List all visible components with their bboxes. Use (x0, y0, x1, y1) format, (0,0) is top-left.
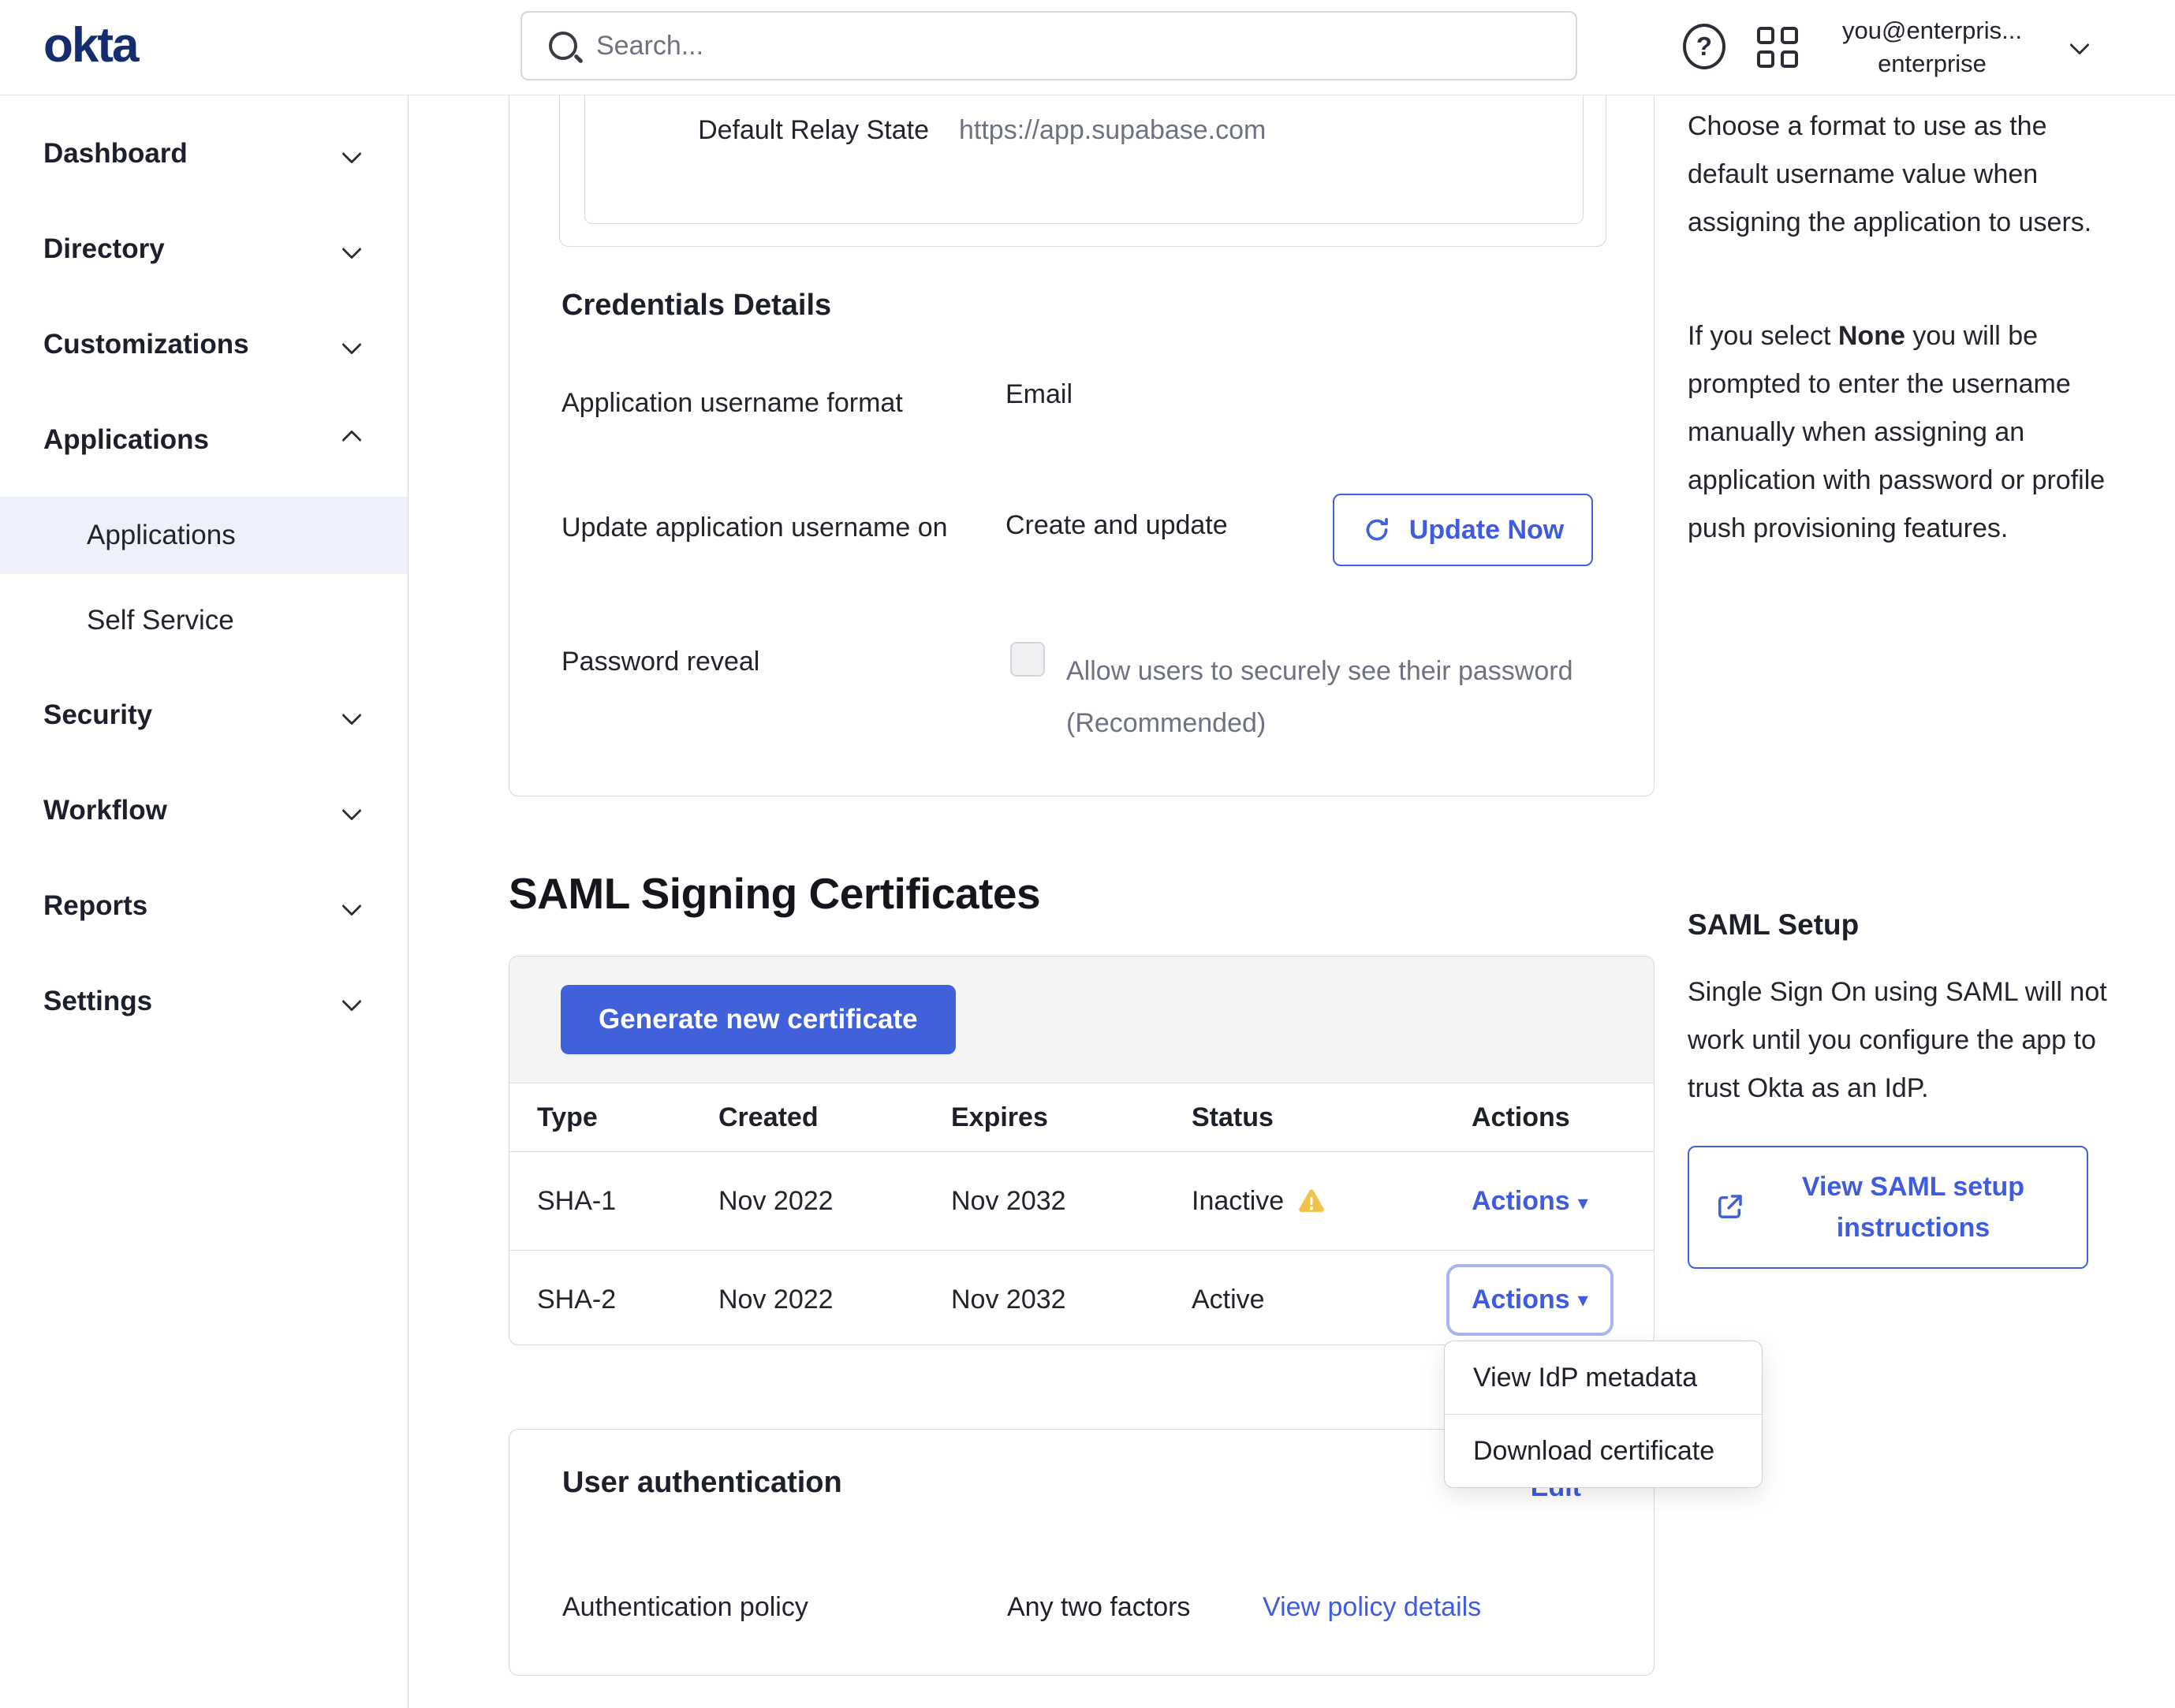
chevron-down-icon (341, 143, 362, 164)
certificates-card-header: Generate new certificate (509, 957, 1654, 1083)
table-row: SHA-2 Nov 2022 Nov 2032 Active Actions ▾ (509, 1251, 1654, 1348)
update-username-label: Update application username on (561, 513, 948, 543)
search-input[interactable] (595, 29, 1465, 62)
update-now-button[interactable]: Update Now (1333, 494, 1593, 566)
sidebar-nav: Dashboard Directory Customizations Appli… (0, 95, 409, 1708)
status-badge: Inactive (1192, 1186, 1472, 1217)
sidebar-item-workflow[interactable]: Workflow (0, 763, 408, 858)
account-menu[interactable]: you@enterpris... enterprise (1822, 14, 2043, 80)
chevron-down-icon (341, 895, 362, 916)
relay-state-label: Default Relay State (698, 115, 929, 145)
saml-setup-body: Single Sign On using SAML will not work … (1688, 977, 2107, 1103)
external-link-icon (1718, 1195, 1742, 1218)
view-policy-details-link[interactable]: View policy details (1263, 1592, 1482, 1622)
actions-dropdown-menu: View IdP metadata Download certificate (1444, 1341, 1763, 1488)
caret-down-icon: ▾ (1577, 1190, 1588, 1214)
certificates-table-header: Type Created Expires Status Actions (509, 1083, 1654, 1152)
sidebar-item-settings[interactable]: Settings (0, 953, 408, 1049)
table-row: SHA-1 Nov 2022 Nov 2032 Inactive Actions… (509, 1152, 1654, 1251)
chevron-down-icon (341, 238, 362, 259)
password-reveal-checkbox-label: Allow users to securely see their passwo… (1066, 656, 1573, 738)
chevron-up-icon (341, 429, 362, 450)
username-format-help-text: Choose a format to use as the default us… (1688, 111, 2092, 237)
sidebar-item-applications[interactable]: Applications (0, 392, 408, 487)
apps-grid-icon[interactable] (1757, 27, 1798, 68)
actions-dropdown-trigger[interactable]: Actions ▾ (1472, 1185, 1588, 1216)
account-org: enterprise (1878, 50, 1987, 77)
saml-certificates-card: Generate new certificate Type Created Ex… (509, 956, 1655, 1345)
default-relay-state-row: Default Relay State https://app.supabase… (584, 115, 1584, 146)
top-bar: okta ? you@enterpris... enterprise (0, 0, 2175, 95)
col-type: Type (537, 1102, 598, 1132)
user-authentication-title: User authentication (562, 1466, 842, 1499)
view-saml-instructions-button[interactable]: View SAML setup instructions (1688, 1146, 2088, 1269)
username-format-label: Application username format (561, 388, 903, 418)
cert-expires: Nov 2032 (951, 1284, 1066, 1315)
sidebar-subitem-self-service[interactable]: Self Service (87, 605, 234, 636)
page-title: SAML Signing Certificates (509, 868, 1041, 918)
cert-created: Nov 2022 (718, 1284, 834, 1315)
cert-type: SHA-2 (537, 1284, 617, 1315)
sidebar-item-customizations[interactable]: Customizations (0, 296, 408, 392)
sidebar-item-reports[interactable]: Reports (0, 858, 408, 953)
menu-item-view-idp-metadata[interactable]: View IdP metadata (1445, 1341, 1762, 1415)
chevron-down-icon (341, 990, 362, 1012)
policy-label: Authentication policy (562, 1592, 808, 1622)
help-icon[interactable]: ? (1683, 24, 1725, 69)
password-reveal-label: Password reveal (561, 647, 760, 677)
cert-created: Nov 2022 (718, 1185, 834, 1216)
search-icon (549, 32, 577, 60)
username-none-help-text: If you select None you will be prompted … (1688, 321, 2106, 543)
chevron-down-icon (341, 800, 362, 821)
col-created: Created (718, 1102, 819, 1132)
password-reveal-checkbox[interactable] (1010, 642, 1045, 677)
chevron-down-icon (341, 334, 362, 355)
refresh-icon (1366, 517, 1388, 541)
caret-down-icon: ▾ (1577, 1287, 1588, 1311)
saml-setup-panel: SAML Setup Single Sign On using SAML wil… (1688, 908, 2109, 1269)
menu-item-download-certificate[interactable]: Download certificate (1473, 1435, 1715, 1466)
sidebar-item-security[interactable]: Security (0, 667, 408, 763)
sidebar-item-directory[interactable]: Directory (0, 201, 408, 296)
global-search (520, 11, 1577, 80)
okta-logo[interactable]: okta (43, 18, 139, 73)
status-badge: Active (1192, 1284, 1265, 1315)
col-actions: Actions (1472, 1102, 1570, 1132)
saml-setup-title: SAML Setup (1688, 908, 1860, 941)
sidebar-subitem-applications[interactable]: Applications (0, 497, 408, 574)
sidebar-item-dashboard[interactable]: Dashboard (0, 106, 408, 201)
chevron-down-icon[interactable] (2069, 35, 2090, 55)
sign-on-settings-card (509, 27, 1655, 796)
col-expires: Expires (951, 1102, 1048, 1132)
account-email: you@enterpris... (1842, 17, 2022, 44)
actions-dropdown-trigger-focused[interactable]: Actions ▾ (1446, 1263, 1614, 1336)
username-format-value: Email (1005, 379, 1073, 409)
relay-state-value: https://app.supabase.com (959, 115, 1267, 145)
cert-type: SHA-1 (537, 1185, 617, 1216)
generate-certificate-button[interactable]: Generate new certificate (561, 985, 956, 1054)
chevron-down-icon (341, 704, 362, 725)
update-username-value: Create and update (1005, 510, 1228, 540)
col-status: Status (1192, 1102, 1274, 1132)
credentials-details-title: Credentials Details (561, 289, 832, 322)
policy-value: Any two factors (1007, 1592, 1191, 1622)
authentication-policy-row: Authentication policy Any two factors Vi… (562, 1592, 1481, 1623)
cert-expires: Nov 2032 (951, 1185, 1066, 1216)
warning-icon (1299, 1189, 1324, 1212)
